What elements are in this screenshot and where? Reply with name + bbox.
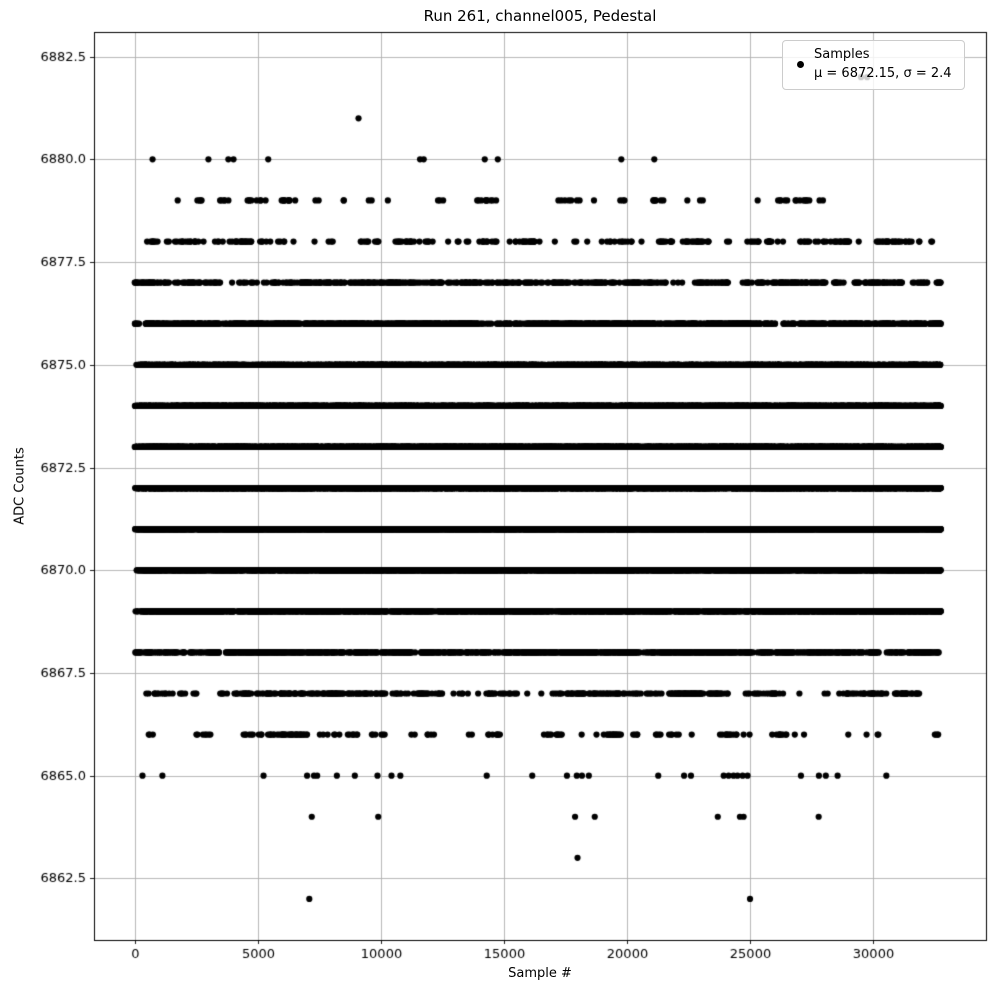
x-axis-label: Sample # (508, 966, 572, 981)
chart-title: Run 261, channel005, Pedestal (423, 7, 657, 25)
legend: Samples μ = 6872.15, σ = 2.4 (782, 40, 965, 90)
legend-point-marker-icon (797, 61, 804, 69)
legend-label-stats: μ = 6872.15, σ = 2.4 (814, 65, 952, 81)
y-axis-label: ADC Counts (12, 447, 28, 525)
legend-labels: Samples μ = 6872.15, σ = 2.4 (814, 46, 952, 84)
legend-label-samples: Samples (814, 47, 870, 62)
